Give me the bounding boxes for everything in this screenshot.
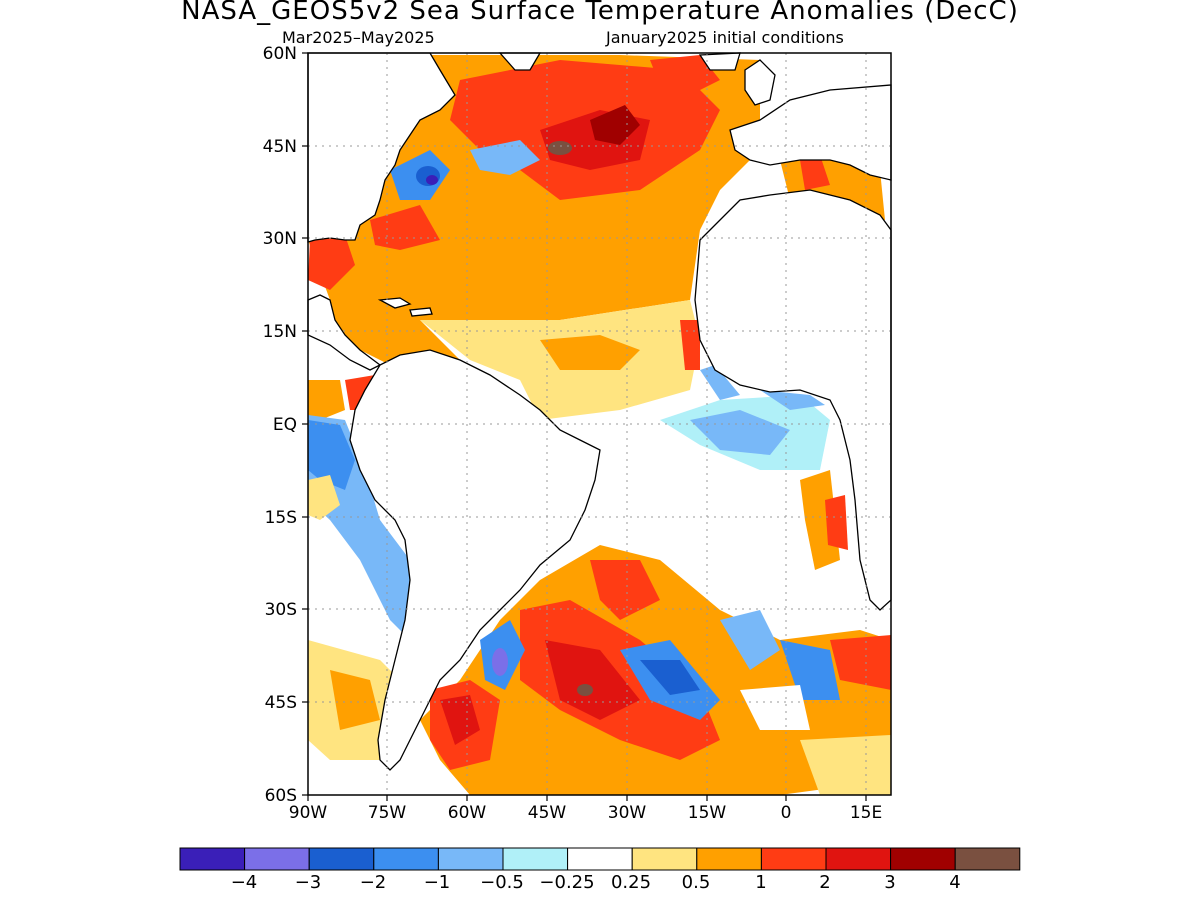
- anomaly-field: [308, 53, 891, 795]
- lon-label-45w: 45W: [527, 803, 567, 823]
- colorbar-label: 0.25: [610, 872, 652, 893]
- colorbar-label: 2: [819, 872, 831, 893]
- colorbar-swatch: [308, 847, 375, 871]
- lon-label-30w: 30W: [607, 803, 647, 823]
- colorbar-label: −4: [230, 872, 258, 893]
- initial-conditions: January2025 initial conditions: [606, 28, 844, 47]
- forecast-period: Mar2025–May2025: [282, 28, 435, 47]
- colorbar-swatch: [954, 847, 1021, 871]
- colorbar-label: −2: [359, 872, 387, 893]
- colorbar-swatch: [244, 847, 310, 871]
- lon-label-0: 0: [780, 803, 792, 823]
- lat-label-15n: 15N: [262, 322, 297, 342]
- lat-label-45s: 45S: [264, 693, 297, 713]
- lat-label-15s: 15S: [264, 508, 297, 528]
- colorbar-swatch: [567, 847, 633, 871]
- colorbar-swatch: [825, 847, 892, 871]
- colorbar-label: −1: [423, 872, 451, 893]
- colorbar-swatch: [179, 847, 246, 871]
- lon-label-60w: 60W: [447, 803, 487, 823]
- colorbar-label: −3: [294, 872, 322, 893]
- lat-label-30n: 30N: [262, 229, 297, 249]
- lat-label-60n: 60N: [262, 44, 297, 64]
- colorbar-swatch: [760, 847, 827, 871]
- colorbar-swatch: [696, 847, 762, 871]
- colorbar-swatch: [373, 847, 439, 871]
- colorbar: [179, 847, 1021, 871]
- colorbar-label: −0.5: [480, 872, 524, 893]
- lat-label-45n: 45N: [262, 137, 297, 157]
- graticule: [308, 53, 891, 795]
- lon-label-90w: 90W: [288, 803, 328, 823]
- colorbar-swatch: [502, 847, 569, 871]
- colorbar-swatch: [631, 847, 698, 871]
- lat-label-eq: EQ: [272, 415, 297, 435]
- colorbar-swatch: [437, 847, 504, 871]
- lat-label-30s: 30S: [264, 600, 297, 620]
- colorbar-label: 4: [949, 872, 961, 893]
- tick-marks: [302, 52, 867, 801]
- colorbar-label: 1: [755, 872, 767, 893]
- lat-label-60s: 60S: [264, 786, 297, 806]
- lon-label-75w: 75W: [367, 803, 407, 823]
- lon-label-15w: 15W: [687, 803, 727, 823]
- lon-label-15e: 15E: [849, 803, 883, 823]
- colorbar-label: 0.5: [681, 872, 711, 893]
- land-masses: [307, 52, 892, 771]
- colorbar-label: −0.25: [539, 872, 595, 893]
- map-title: NASA_GEOS5v2 Sea Surface Temperature Ano…: [181, 0, 1019, 26]
- colorbar-swatch: [890, 847, 956, 871]
- colorbar-label: 3: [884, 872, 896, 893]
